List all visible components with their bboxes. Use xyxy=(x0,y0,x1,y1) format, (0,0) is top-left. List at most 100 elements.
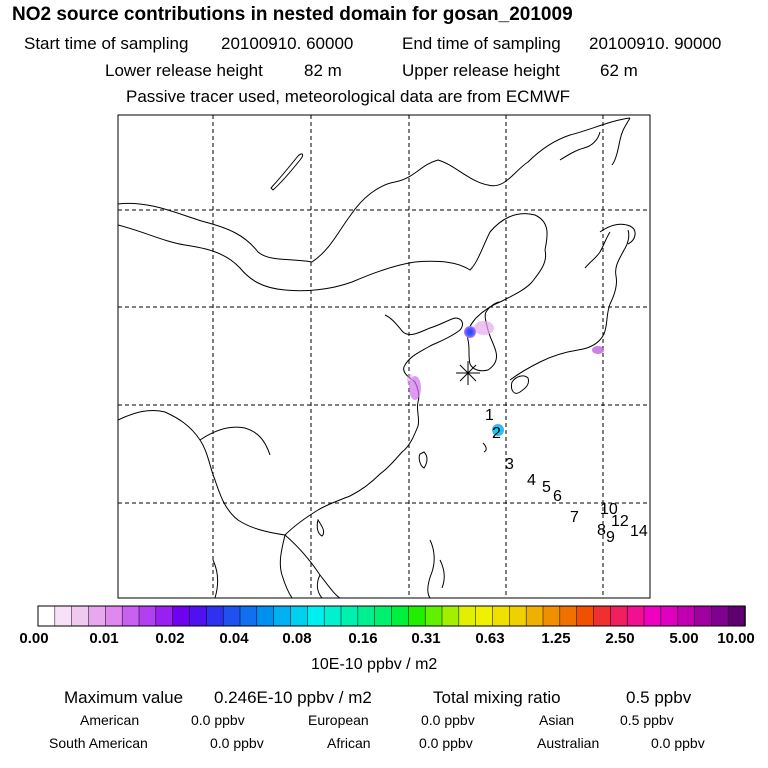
colorbar-tick: 1.25 xyxy=(541,630,571,647)
total-mixing-value: 0.5 ppbv xyxy=(626,688,692,707)
colorbar-swatch xyxy=(273,605,292,627)
traj-label: 8 xyxy=(597,522,606,539)
colorbar-swatch xyxy=(509,605,527,627)
colorbar-swatch xyxy=(424,605,443,627)
start-time-label: Start time of sampling xyxy=(24,34,189,53)
colorbar-tick: 0.02 xyxy=(155,630,185,647)
colorbar-swatch xyxy=(54,605,73,627)
colorbar-swatch xyxy=(323,605,342,627)
colorbar-swatch xyxy=(307,605,325,627)
colorbar-swatch xyxy=(138,605,157,627)
colorbar-swatch xyxy=(357,605,376,627)
colorbar-tick: 0.16 xyxy=(348,630,378,647)
colorbar-tick: 5.00 xyxy=(669,630,699,647)
colorbar-swatch xyxy=(492,605,511,627)
colorbar-swatch xyxy=(391,605,410,627)
traj-label: 3 xyxy=(505,456,514,473)
colorbar-swatch xyxy=(711,605,729,627)
upper-height-label: Upper release height xyxy=(402,61,560,80)
hotspot-seoul xyxy=(464,326,476,338)
region-name: Asian xyxy=(539,712,575,728)
traj-label: 5 xyxy=(542,479,551,496)
end-time-label: End time of sampling xyxy=(402,34,561,53)
colorbar-unit: 10E-10 ppbv / m2 xyxy=(311,656,438,673)
colorbar-swatch xyxy=(71,605,90,627)
coastlines xyxy=(118,117,636,598)
max-value: 0.246E-10 ppbv / m2 xyxy=(214,688,372,707)
region-value: 0.5 ppbv xyxy=(620,712,674,728)
concentration-field xyxy=(407,321,604,436)
hotspot-gosan xyxy=(492,424,504,436)
colorbar-swatch xyxy=(121,605,140,627)
colorbar-tick: 0.01 xyxy=(89,630,119,647)
colorbar xyxy=(37,605,746,627)
colorbar-swatch xyxy=(694,605,713,627)
colorbar-tick: 0.00 xyxy=(19,630,49,647)
region-value: 0.0 ppbv xyxy=(210,735,264,751)
colorbar-tick: 2.50 xyxy=(605,630,635,647)
max-value-label: Maximum value xyxy=(64,688,184,707)
traj-label: 14 xyxy=(630,523,648,540)
traj-label: 7 xyxy=(570,509,579,526)
colorbar-swatch xyxy=(441,605,460,627)
traj-label: 12 xyxy=(611,513,629,530)
traj-label: 2 xyxy=(492,425,501,442)
colorbar-swatch xyxy=(458,605,477,627)
end-time-value: 20100910. 90000 xyxy=(589,34,722,53)
colorbar-tick: 0.04 xyxy=(219,630,249,647)
colorbar-swatch xyxy=(408,605,426,627)
colorbar-tick: 10.00 xyxy=(717,630,755,647)
colorbar-swatch xyxy=(155,605,174,627)
colorbar-swatch xyxy=(172,605,191,627)
colorbar-swatch xyxy=(677,605,696,627)
colorbar-swatch xyxy=(610,605,628,627)
traj-label: 4 xyxy=(527,472,536,489)
region-name: European xyxy=(308,712,369,728)
colorbar-swatch xyxy=(525,605,544,627)
colorbar-swatch xyxy=(206,605,224,627)
region-name: American xyxy=(80,712,140,728)
traj-label: 9 xyxy=(606,529,615,546)
colorbar-tick: 0.31 xyxy=(411,630,441,647)
traj-label: 1 xyxy=(485,407,494,424)
tracer-note: Passive tracer used, meteorological data… xyxy=(126,87,571,106)
colorbar-swatch xyxy=(643,605,662,627)
region-value: 0.0 ppbv xyxy=(191,712,245,728)
colorbar-swatch xyxy=(256,605,275,627)
map-title: NO2 source contributions in nested domai… xyxy=(12,4,573,25)
lower-height-value: 82 m xyxy=(304,61,342,80)
map-frame xyxy=(117,114,651,599)
region-value: 0.0 ppbv xyxy=(419,735,473,751)
colorbar-swatch xyxy=(290,605,309,627)
region-name: South American xyxy=(49,735,148,751)
traj-label: 6 xyxy=(553,488,562,505)
upper-height-value: 62 m xyxy=(600,61,638,80)
colorbar-swatch xyxy=(189,605,208,627)
colorbar-swatch xyxy=(626,605,645,627)
region-value: 0.0 ppbv xyxy=(421,712,475,728)
colorbar-swatch xyxy=(88,605,107,627)
colorbar-swatch xyxy=(593,605,612,627)
colorbar-swatch xyxy=(239,605,258,627)
trajectory-labels: 1 2 3 4 5 6 7 8 9 10 12 14 4 xyxy=(485,407,648,546)
total-mixing-label: Total mixing ratio xyxy=(433,688,561,707)
colorbar-tick: 0.08 xyxy=(282,630,312,647)
colorbar-swatch xyxy=(222,605,241,627)
region-name: Australian xyxy=(537,735,600,751)
colorbar-frame xyxy=(37,605,746,627)
region-value: 0.0 ppbv xyxy=(651,735,705,751)
region-name: African xyxy=(327,735,371,751)
colorbar-swatch xyxy=(542,605,561,627)
receptor-star-icon xyxy=(456,361,480,385)
colorbar-swatch xyxy=(559,605,578,627)
colorbar-swatch xyxy=(576,605,595,627)
colorbar-swatch xyxy=(475,605,494,627)
colorbar-swatch xyxy=(374,605,393,627)
lat-lon-grid xyxy=(118,115,650,598)
start-time-value: 20100910. 60000 xyxy=(221,34,354,53)
colorbar-swatch xyxy=(660,605,679,627)
colorbar-swatch xyxy=(37,605,56,627)
colorbar-tick: 0.63 xyxy=(475,630,505,647)
colorbar-swatch xyxy=(340,605,359,627)
colorbar-swatch xyxy=(727,605,746,627)
